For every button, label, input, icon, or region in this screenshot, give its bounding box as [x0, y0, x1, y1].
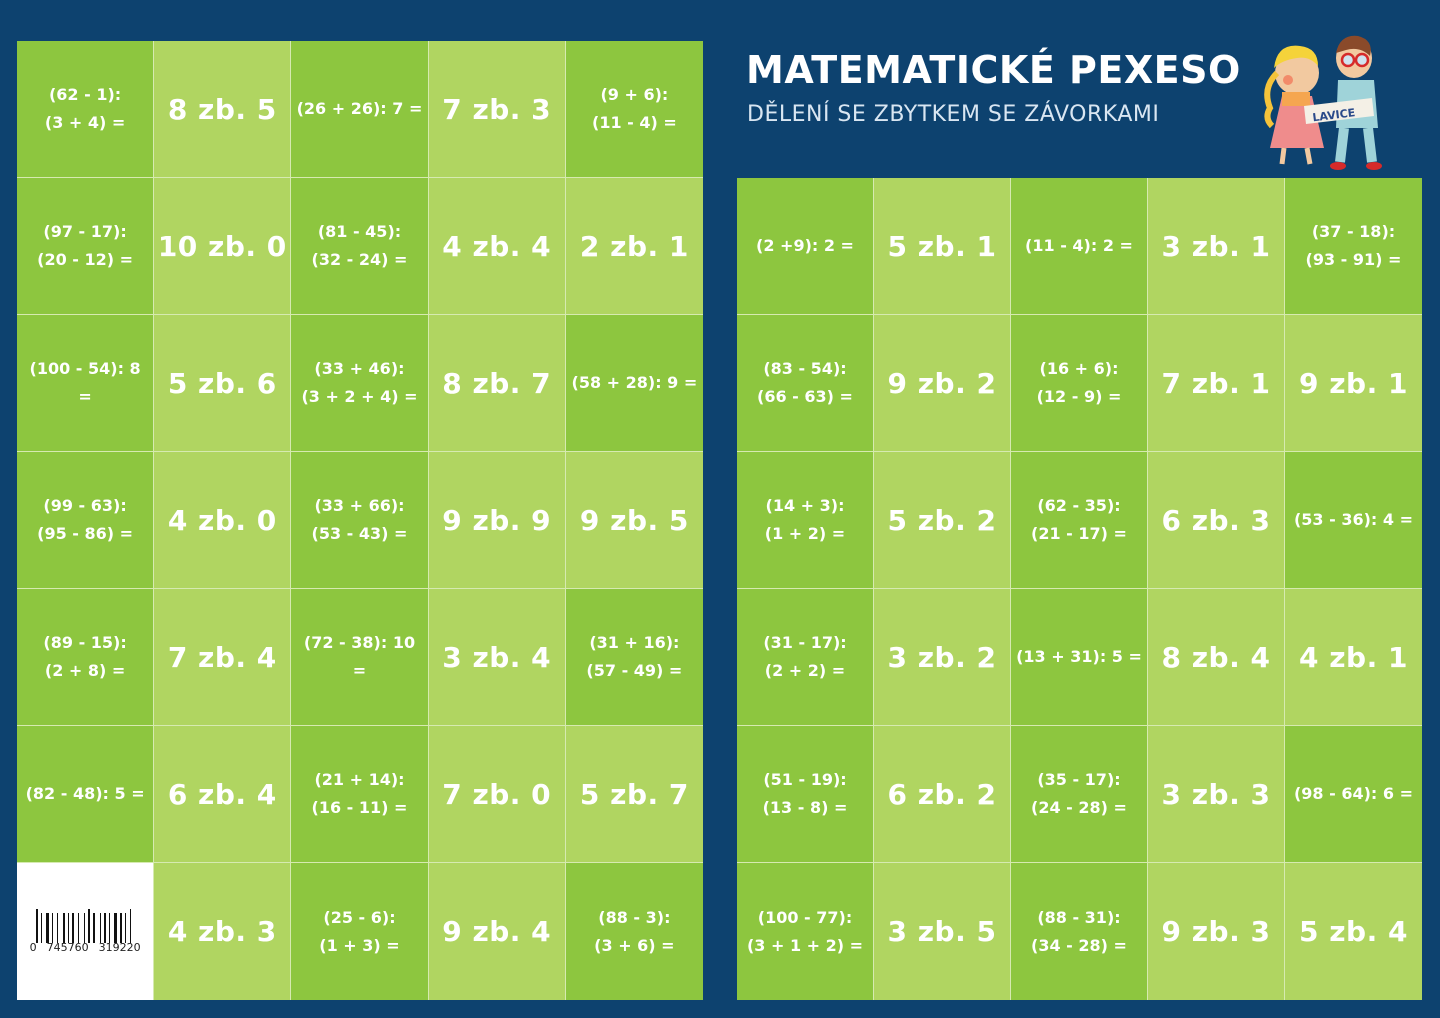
answer-card[interactable]: 6 zb. 3 — [1148, 452, 1285, 589]
answer-card[interactable]: 4 zb. 4 — [428, 178, 566, 315]
expression-card[interactable]: (53 - 36): 4 = — [1285, 452, 1422, 589]
expression-card[interactable]: (51 - 19): (13 - 8) = — [737, 726, 874, 863]
answer-card[interactable]: 5 zb. 6 — [154, 315, 292, 452]
answer-card[interactable]: 4 zb. 1 — [1285, 589, 1422, 726]
page-title: MATEMATICKÉ PEXESO — [746, 48, 1241, 92]
answer-card[interactable]: 6 zb. 2 — [874, 726, 1011, 863]
expression-card[interactable]: (99 - 63): (95 - 86) = — [17, 452, 155, 589]
answer-card[interactable]: 7 zb. 0 — [428, 726, 566, 863]
expression-card[interactable]: (11 - 4): 2 = — [1011, 178, 1148, 315]
expression-card[interactable]: (14 + 3): (1 + 2) = — [737, 452, 874, 589]
expression-card[interactable]: (88 - 3): (3 + 6) = — [565, 863, 703, 1000]
answer-card[interactable]: 6 zb. 4 — [154, 726, 292, 863]
answer-card[interactable]: 9 zb. 4 — [428, 863, 566, 1000]
answer-card[interactable]: 9 zb. 2 — [874, 315, 1011, 452]
answer-card[interactable]: 3 zb. 5 — [874, 863, 1011, 1000]
answer-card[interactable]: 8 zb. 4 — [1148, 589, 1285, 726]
barcode-digits: 745760 — [46, 941, 89, 954]
expression-card[interactable]: (81 - 45): (32 - 24) = — [291, 178, 429, 315]
expression-card[interactable]: (16 + 6): (12 - 9) = — [1011, 315, 1148, 452]
barcode: 0 745760 319220 — [17, 863, 155, 1000]
barcode-icon — [35, 909, 135, 943]
answer-card[interactable]: 3 zb. 1 — [1148, 178, 1285, 315]
expression-card[interactable]: (37 - 18): (93 - 91) = — [1285, 178, 1422, 315]
answer-card[interactable]: 4 zb. 3 — [154, 863, 292, 1000]
children-illustration-icon: LAVICE — [1252, 28, 1402, 173]
expression-card[interactable]: (100 - 77): (3 + 1 + 2) = — [737, 863, 874, 1000]
answer-card[interactable]: 5 zb. 4 — [1285, 863, 1422, 1000]
answer-card[interactable]: 8 zb. 7 — [428, 315, 566, 452]
answer-card[interactable]: 8 zb. 5 — [154, 41, 292, 178]
answer-card[interactable]: 3 zb. 3 — [1148, 726, 1285, 863]
expression-card[interactable]: (33 + 46): (3 + 2 + 4) = — [291, 315, 429, 452]
expression-card[interactable]: (26 + 26): 7 = — [291, 41, 429, 178]
answer-card[interactable]: 3 zb. 2 — [874, 589, 1011, 726]
expression-card[interactable]: (98 - 64): 6 = — [1285, 726, 1422, 863]
answer-card[interactable]: 4 zb. 0 — [154, 452, 292, 589]
answer-card[interactable]: 7 zb. 4 — [154, 589, 292, 726]
expression-card[interactable]: (2 +9): 2 = — [737, 178, 874, 315]
expression-card[interactable]: (35 - 17): (24 - 28) = — [1011, 726, 1148, 863]
page-subtitle: DĚLENÍ SE ZBYTKEM SE ZÁVORKAMI — [747, 102, 1160, 127]
expression-card[interactable]: (25 - 6): (1 + 3) = — [291, 863, 429, 1000]
expression-card[interactable]: (9 + 6): (11 - 4) = — [565, 41, 703, 178]
pexeso-grid-right: (2 +9): 2 = 5 zb. 1 (11 - 4): 2 = 3 zb. 1 (3… — [737, 178, 1422, 1000]
expression-card[interactable]: (97 - 17): (20 - 12) = — [17, 178, 155, 315]
svg-text:LAVICE: LAVICE — [1312, 106, 1356, 124]
expression-card[interactable]: (62 - 35): (21 - 17) = — [1011, 452, 1148, 589]
expression-card[interactable]: (88 - 31): (34 - 28) = — [1011, 863, 1148, 1000]
expression-card[interactable]: (83 - 54): (66 - 63) = — [737, 315, 874, 452]
expression-card[interactable]: (62 - 1): (3 + 4) = — [17, 41, 155, 178]
answer-card[interactable]: 2 zb. 1 — [565, 178, 703, 315]
answer-card[interactable]: 3 zb. 4 — [428, 589, 566, 726]
expression-card[interactable]: (89 - 15): (2 + 8) = — [17, 589, 155, 726]
answer-card[interactable]: 5 zb. 1 — [874, 178, 1011, 315]
barcode-digits: 0 — [29, 941, 37, 954]
expression-card[interactable]: (72 - 38): 10 = — [291, 589, 429, 726]
expression-card[interactable]: (58 + 28): 9 = — [565, 315, 703, 452]
answer-card[interactable]: 7 zb. 1 — [1148, 315, 1285, 452]
answer-card[interactable]: 9 zb. 9 — [428, 452, 566, 589]
expression-card[interactable]: (31 + 16): (57 - 49) = — [565, 589, 703, 726]
answer-card[interactable]: 9 zb. 3 — [1148, 863, 1285, 1000]
answer-card[interactable]: 9 zb. 5 — [565, 452, 703, 589]
pexeso-grid-left: (62 - 1): (3 + 4) = 8 zb. 5 (26 + 26): 7 =… — [17, 41, 703, 1000]
answer-card[interactable]: 5 zb. 2 — [874, 452, 1011, 589]
answer-card[interactable]: 5 zb. 7 — [565, 726, 703, 863]
expression-card[interactable]: (13 + 31): 5 = — [1011, 589, 1148, 726]
expression-card[interactable]: (31 - 17): (2 + 2) = — [737, 589, 874, 726]
answer-card[interactable]: 10 zb. 0 — [154, 178, 292, 315]
expression-card[interactable]: (33 + 66): (53 - 43) = — [291, 452, 429, 589]
expression-card[interactable]: (100 - 54): 8 = — [17, 315, 155, 452]
expression-card[interactable]: (82 - 48): 5 = — [17, 726, 155, 863]
answer-card[interactable]: 9 zb. 1 — [1285, 315, 1422, 452]
barcode-digits: 319220 — [98, 941, 141, 954]
answer-card[interactable]: 7 zb. 3 — [428, 41, 566, 178]
expression-card[interactable]: (21 + 14): (16 - 11) = — [291, 726, 429, 863]
